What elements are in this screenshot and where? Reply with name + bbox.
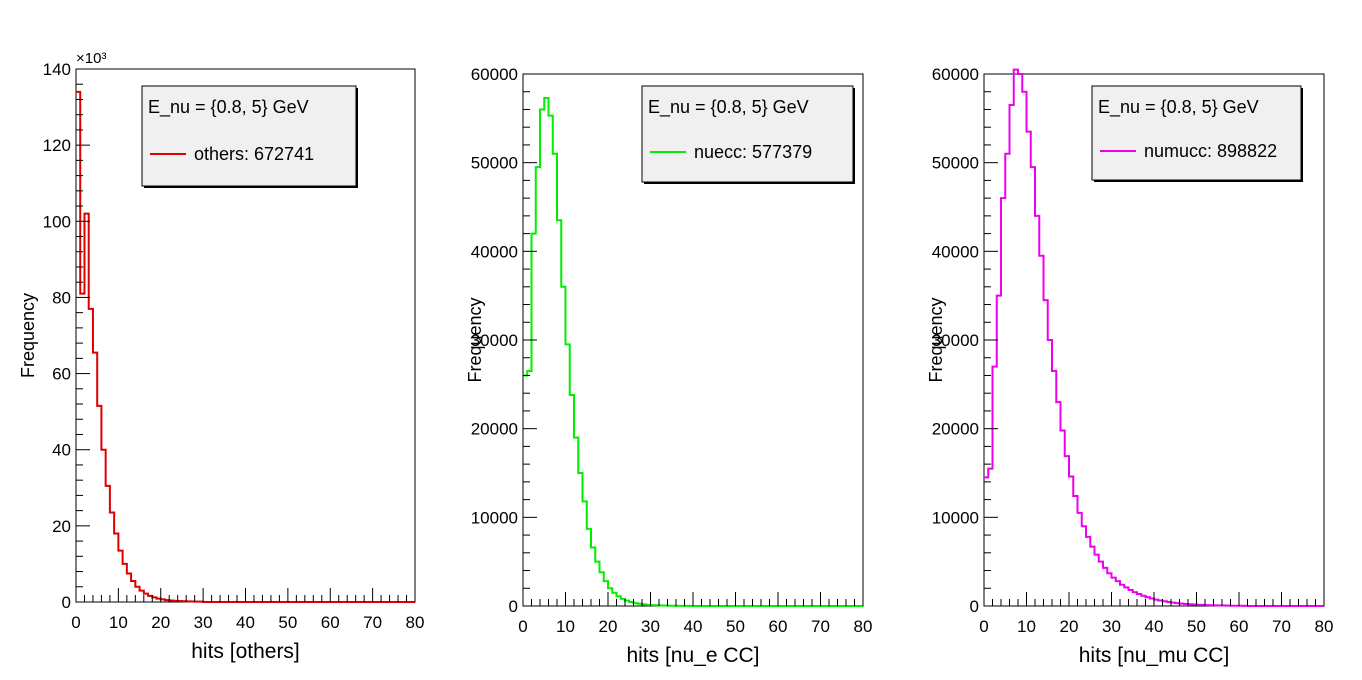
legend-box	[141, 85, 357, 187]
legend-box	[1091, 85, 1302, 181]
histogram-others	[76, 90, 415, 603]
y-tick-label: 0	[970, 597, 979, 616]
x-tick-label: 50	[278, 613, 297, 632]
legend-header: E_nu = {0.8, 5} GeV	[148, 97, 309, 118]
x-tick-label: 20	[599, 617, 618, 636]
x-tick-label: 10	[109, 613, 128, 632]
x-tick-label: 0	[71, 613, 80, 632]
y-tick-label: 10000	[471, 508, 518, 527]
x-tick-label: 60	[769, 617, 788, 636]
legend: E_nu = {0.8, 5} GeV numucc: 898822	[1091, 85, 1303, 182]
x-tick-label: 40	[236, 613, 255, 632]
y-tick-label: 40000	[471, 242, 518, 261]
x-tick-label: 70	[363, 613, 382, 632]
y-tick-label: 60000	[932, 65, 979, 84]
x-tick-label: 0	[518, 617, 527, 636]
y-tick-label: 30000	[932, 331, 979, 350]
x-tick-label: 80	[854, 617, 873, 636]
y-tick-label: 140	[43, 60, 71, 79]
x-axis-title: hits [nu_mu CC]	[1079, 644, 1230, 667]
legend-header: E_nu = {0.8, 5} GeV	[648, 97, 809, 118]
x-tick-label: 30	[1102, 617, 1121, 636]
y-tick-label: 40	[52, 441, 71, 460]
x-tick-label: 0	[979, 617, 988, 636]
y-tick-label: 20000	[932, 420, 979, 439]
y-tick-label: 120	[43, 136, 71, 155]
x-tick-label: 80	[406, 613, 425, 632]
y-tick-label: 60	[52, 365, 71, 384]
y-tick-label: 0	[509, 597, 518, 616]
x-tick-label: 30	[194, 613, 213, 632]
x-tick-label: 10	[1017, 617, 1036, 636]
y-axis-title: Frequency	[926, 297, 946, 382]
x-tick-label: 70	[811, 617, 830, 636]
legend: E_nu = {0.8, 5} GeV nuecc: 577379	[641, 85, 855, 184]
legend-header: E_nu = {0.8, 5} GeV	[1098, 97, 1259, 118]
x-tick-label: 50	[1187, 617, 1206, 636]
y-tick-label: 50000	[932, 154, 979, 173]
x-tick-label: 30	[641, 617, 660, 636]
x-axis-title: hits [nu_e CC]	[626, 644, 759, 667]
x-tick-label: 50	[726, 617, 745, 636]
y-tick-label: 0	[62, 593, 71, 612]
chart-panel-1: 0 10 20 30 40 50 60 70 80 0 20 40 60 80 100 120 140 ×10³ h…	[18, 50, 424, 663]
legend-entry: nuecc: 577379	[694, 142, 812, 162]
x-tick-label: 80	[1315, 617, 1334, 636]
x-axis-title: hits [others]	[191, 640, 300, 663]
chart-panel-3: 0 10 20 30 40 50 60 70 80 0 10000 20000 30000 40000 50…	[926, 65, 1333, 667]
x-tick-label: 10	[556, 617, 575, 636]
y-tick-label: 50000	[471, 154, 518, 173]
histogram-numucc	[984, 68, 1324, 607]
legend-entry: numucc: 898822	[1144, 141, 1277, 161]
legend-entry: others: 672741	[194, 144, 314, 164]
y-tick-label: 60000	[471, 65, 518, 84]
y-tick-label: 30000	[471, 331, 518, 350]
y-tick-label: 20	[52, 517, 71, 536]
y-exponent-label: ×10³	[76, 50, 106, 67]
y-tick-label: 100	[43, 212, 71, 231]
y-tick-label: 20000	[471, 420, 518, 439]
x-tick-label: 20	[151, 613, 170, 632]
y-tick-label: 40000	[932, 242, 979, 261]
x-tick-label: 60	[321, 613, 340, 632]
chart-panel-2: 0 10 20 30 40 50 60 70 80 0 10000 20000 30000 40000 50…	[465, 65, 872, 667]
x-tick-label: 40	[684, 617, 703, 636]
y-axis-title: Frequency	[465, 297, 485, 382]
y-axis-title: Frequency	[18, 293, 38, 378]
legend-box	[641, 85, 854, 183]
y-tick-label: 80	[52, 288, 71, 307]
x-tick-label: 40	[1145, 617, 1164, 636]
y-tick-label: 10000	[932, 508, 979, 527]
x-tick-label: 20	[1060, 617, 1079, 636]
x-tick-label: 70	[1272, 617, 1291, 636]
legend: E_nu = {0.8, 5} GeV others: 672741	[141, 85, 358, 188]
x-tick-label: 60	[1230, 617, 1249, 636]
